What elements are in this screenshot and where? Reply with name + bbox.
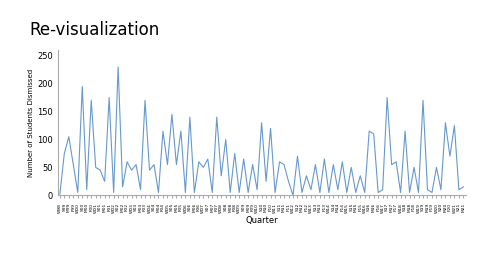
Text: Re-visualization: Re-visualization: [29, 21, 159, 39]
Y-axis label: Number of Students Dismissed: Number of Students Dismissed: [28, 69, 34, 177]
X-axis label: Quarter: Quarter: [245, 216, 278, 225]
